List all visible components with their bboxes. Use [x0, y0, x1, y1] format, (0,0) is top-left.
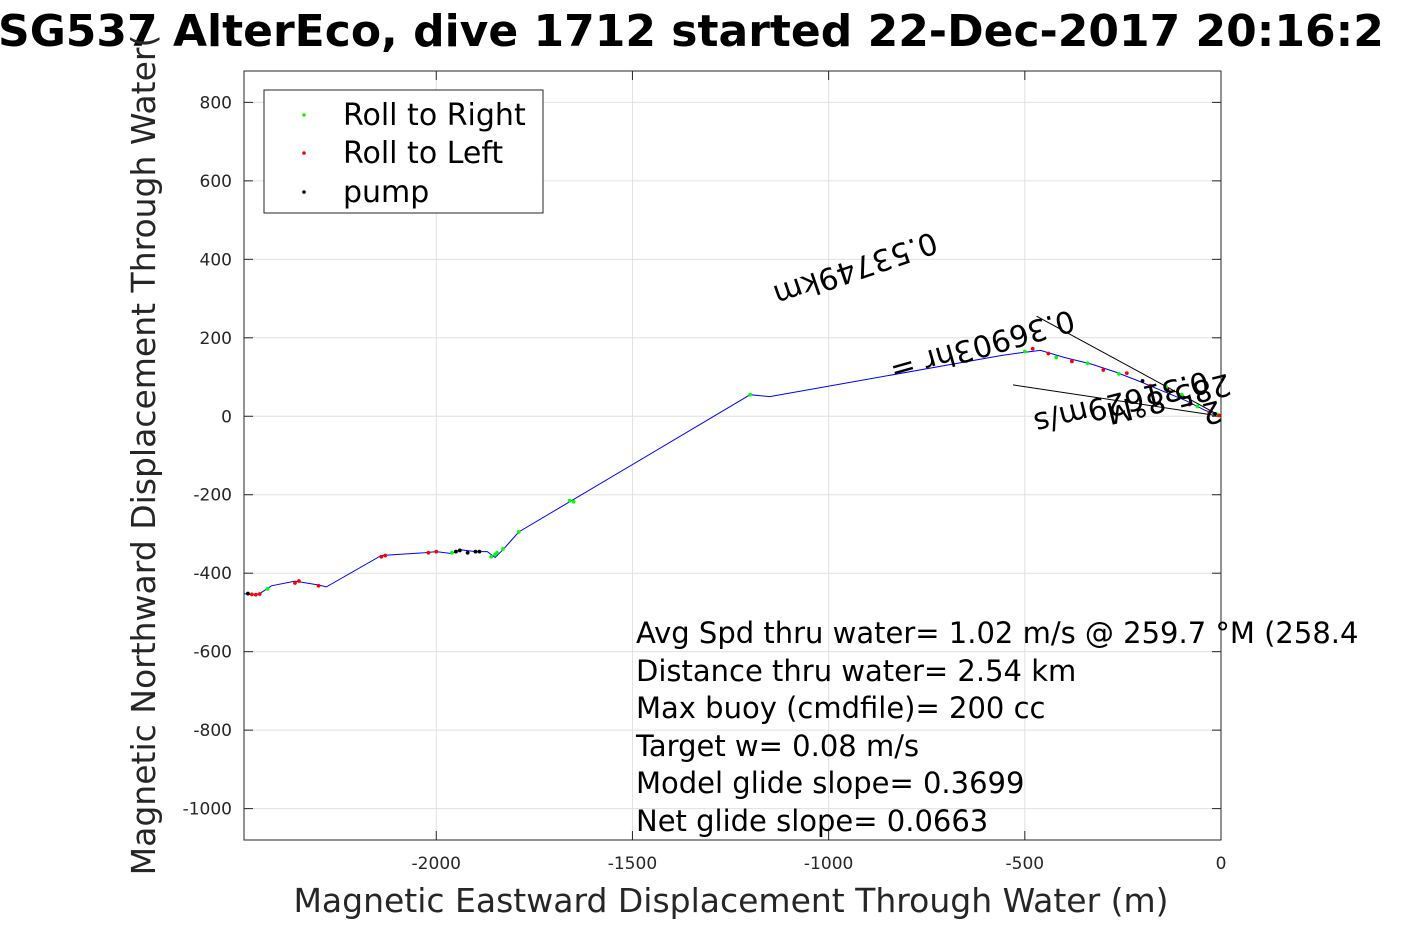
- roll-right-point: [1164, 384, 1168, 389]
- roll-right-point: [748, 392, 753, 397]
- pump-point: [477, 549, 482, 554]
- x-tick-label: -1000: [804, 854, 853, 874]
- pump-point: [453, 549, 458, 554]
- roll-right-point: [1179, 392, 1184, 397]
- roll-right-point: [1054, 355, 1059, 360]
- roll-left-point: [1069, 359, 1074, 364]
- y-tick-label: 400: [200, 250, 232, 270]
- roll-left-point: [1148, 383, 1153, 388]
- x-tick-label: -2000: [412, 854, 461, 874]
- annotation-avg-speed: Avg Spd thru water= 1.02 m/s @ 259.7 °M …: [636, 616, 1358, 650]
- roll-right-point: [450, 550, 454, 555]
- annotation-net-glide: Net glide slope= 0.0663: [636, 804, 988, 838]
- x-axis-label: Magnetic Eastward Displacement Through W…: [293, 881, 1168, 920]
- legend-label-roll-left: Roll to Left: [343, 136, 503, 171]
- x-tick-label: -1500: [608, 854, 657, 874]
- legend: Roll to Right Roll to Left pump: [263, 89, 544, 214]
- stats-annotations: Avg Spd thru water= 1.02 m/s @ 259.7 °M …: [635, 616, 1358, 838]
- pump-point: [457, 548, 462, 553]
- current-line: [1012, 384, 1222, 417]
- roll-left-point: [1217, 413, 1221, 418]
- pump-point: [1140, 379, 1145, 383]
- annotation-distance: Distance thru water= 2.54 km: [636, 654, 1076, 688]
- roll-right-point: [489, 554, 494, 559]
- roll-right-point: [265, 586, 270, 591]
- legend-marker-roll-left: [302, 151, 306, 155]
- roll-left-point: [1030, 346, 1035, 351]
- roll-left-point: [249, 592, 254, 597]
- roll-left-point: [293, 581, 297, 585]
- roll-right-point: [1022, 349, 1027, 354]
- pump-point: [246, 591, 250, 596]
- roll-left-point: [434, 549, 439, 554]
- plot-frame: [243, 70, 1222, 841]
- roll-left-point: [1046, 351, 1051, 356]
- annotation-max-buoy: Max buoy (cmdfile)= 200 cc: [636, 691, 1045, 725]
- chart-title: SG537 AlterEco, dive 1712 started 22-Dec…: [0, 6, 1384, 57]
- roll-right-point: [1085, 361, 1090, 366]
- x-axis-ticks: -2000 -1500 -1000 -500 0: [412, 71, 1227, 874]
- pump-point: [1213, 412, 1218, 416]
- x-tick-label: -500: [1006, 854, 1045, 874]
- y-tick-label: -800: [193, 721, 232, 741]
- roll-left-point: [1124, 371, 1129, 376]
- legend-box: [263, 89, 544, 214]
- roll-left-point: [257, 592, 262, 596]
- x-tick-label: 0: [1216, 854, 1227, 874]
- roll-right-point: [1117, 371, 1121, 376]
- current-vector-lines: [1012, 315, 1222, 417]
- roll-left-point: [316, 583, 321, 588]
- roll-right-point: [501, 546, 505, 551]
- y-tick-label: 800: [200, 93, 232, 113]
- y-tick-label: -400: [193, 564, 232, 584]
- roll-left-point: [1207, 410, 1212, 415]
- roll-left-point: [379, 554, 384, 559]
- annotation-target-w: Target w= 0.08 m/s: [635, 729, 919, 763]
- roll-left-point: [1101, 368, 1106, 372]
- roll-left-point: [297, 579, 301, 583]
- y-tick-label: -1000: [183, 800, 232, 820]
- roll-right-point: [1195, 404, 1200, 409]
- y-tick-label: -600: [193, 643, 232, 663]
- y-tick-label: 0: [221, 407, 232, 427]
- legend-marker-pump: [302, 190, 306, 194]
- roll-right-point: [516, 530, 521, 534]
- data-series: [243, 346, 1222, 597]
- y-axis-label: Magnetic Northward Displacement Through …: [124, 35, 163, 876]
- pump-point: [473, 549, 478, 554]
- y-tick-label: 600: [200, 172, 232, 192]
- pump-point: [465, 550, 470, 555]
- grid-lines: [244, 71, 1222, 840]
- legend-label-pump: pump: [343, 175, 429, 210]
- y-tick-label: -200: [193, 486, 232, 506]
- y-axis-ticks: 800 600 400 200 0 -200 -400 -600 -800 -1000: [183, 93, 1221, 820]
- legend-label-roll-right: Roll to Right: [343, 98, 526, 133]
- roll-right-point: [495, 550, 499, 555]
- annotation-model-glide: Model glide slope= 0.3699: [636, 766, 1024, 800]
- legend-marker-roll-right: [302, 113, 306, 117]
- roll-left-point: [1187, 402, 1192, 407]
- roll-left-point: [253, 592, 258, 597]
- roll-left-point: [426, 550, 431, 555]
- roll-right-point: [567, 498, 572, 503]
- current-line: [1036, 315, 1222, 417]
- roll-left-point: [383, 553, 388, 558]
- roll-right-point: [571, 499, 576, 504]
- y-tick-label: 200: [200, 329, 232, 349]
